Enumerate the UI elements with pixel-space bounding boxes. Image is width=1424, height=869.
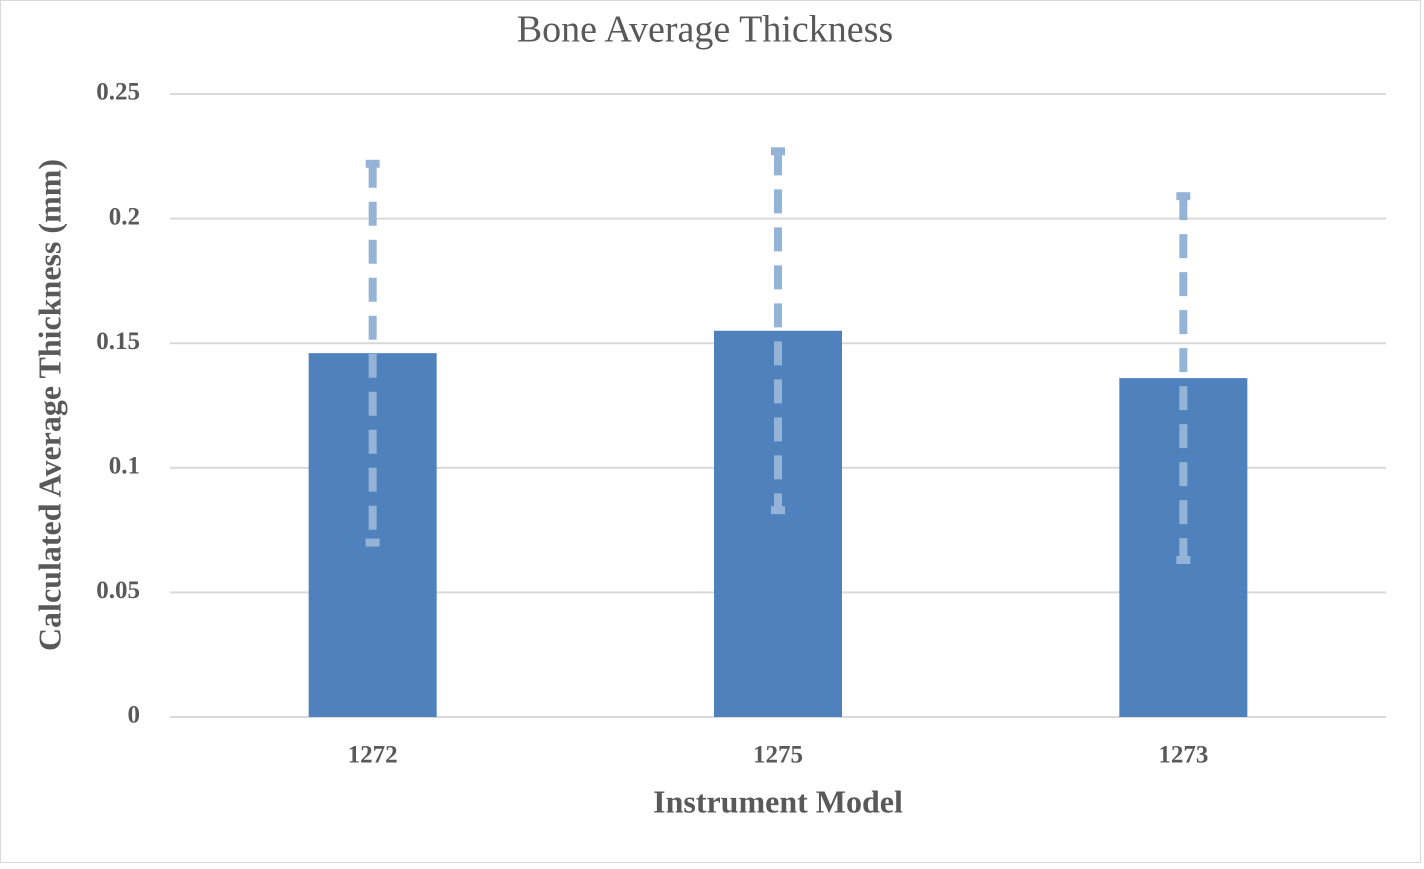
y-axis-label: Calculated Average Thickness (mm) bbox=[31, 159, 67, 651]
x-axis-label: Instrument Model bbox=[653, 783, 903, 819]
y-tick-label: 0.05 bbox=[96, 577, 140, 604]
y-tick-label: 0.1 bbox=[109, 453, 140, 480]
x-tick-label: 1272 bbox=[348, 742, 398, 769]
error-bar bbox=[1176, 192, 1191, 565]
y-tick-label: 0 bbox=[128, 702, 141, 729]
error-bar bbox=[365, 159, 380, 547]
x-tick-label: 1275 bbox=[753, 742, 803, 769]
x-tick-label: 1273 bbox=[1158, 742, 1208, 769]
y-tick-label: 0.15 bbox=[96, 328, 140, 355]
error-bar bbox=[771, 147, 785, 515]
y-tick-label: 0.25 bbox=[96, 79, 140, 106]
y-tick-label: 0.2 bbox=[109, 203, 140, 230]
chart-title: Bone Average Thickness bbox=[517, 9, 893, 51]
